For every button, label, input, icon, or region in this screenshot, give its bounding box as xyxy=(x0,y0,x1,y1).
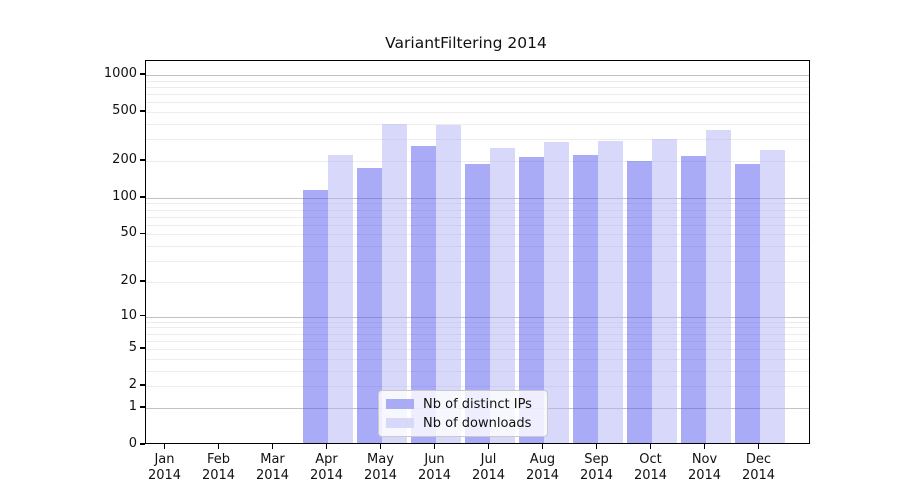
bar-oct-downloads xyxy=(651,138,677,443)
bar-sep-downloads xyxy=(597,141,623,443)
x-tick-mark xyxy=(163,444,166,449)
x-tick-mark xyxy=(757,444,760,449)
x-tick-label: Apr 2014 xyxy=(309,452,344,483)
bar-jun-downloads xyxy=(435,124,461,443)
y-tick-label: 50 xyxy=(120,225,137,241)
gridline-minor xyxy=(146,80,809,82)
y-tick-label: 5 xyxy=(128,340,137,356)
gridline-minor xyxy=(146,112,809,114)
x-tick-label: Oct 2014 xyxy=(633,452,668,483)
x-tick-label: Jan 2014 xyxy=(147,452,182,483)
gridline-minor xyxy=(146,161,809,163)
x-tick-mark xyxy=(217,444,220,449)
x-tick-mark xyxy=(703,444,706,449)
bar-dec-downloads xyxy=(759,150,785,443)
x-tick-label: May 2014 xyxy=(363,452,398,483)
y-tick-label: 1000 xyxy=(103,66,137,82)
y-tick-mark xyxy=(140,280,145,282)
bar-dec-distinct-ips xyxy=(734,163,760,443)
y-tick-label: 0 xyxy=(128,436,137,451)
bar-sep-distinct-ips xyxy=(572,154,598,443)
x-tick-mark xyxy=(595,444,598,449)
x-tick-mark xyxy=(487,444,490,449)
y-tick-mark xyxy=(140,406,145,408)
x-tick-label: Nov 2014 xyxy=(687,452,722,483)
legend-label-downloads: Nb of downloads xyxy=(423,415,532,431)
y-tick-label: 2 xyxy=(128,377,137,393)
y-tick-mark xyxy=(140,110,145,112)
legend: Nb of distinct IPs Nb of downloads xyxy=(378,390,548,437)
x-tick-mark xyxy=(541,444,544,449)
gridline-minor xyxy=(146,94,809,96)
y-tick-mark xyxy=(140,443,145,445)
y-tick-label: 10 xyxy=(120,307,137,323)
chart-title: VariantFiltering 2014 xyxy=(385,34,547,52)
bar-apr-downloads xyxy=(327,154,353,443)
bar-may-downloads xyxy=(381,124,407,443)
gridline-major xyxy=(146,75,809,77)
y-tick-label: 200 xyxy=(112,152,137,168)
x-tick-label: Aug 2014 xyxy=(525,452,560,483)
bar-may-distinct-ips xyxy=(356,168,382,443)
y-tick-label: 100 xyxy=(112,188,137,204)
legend-label-distinct-ips: Nb of distinct IPs xyxy=(423,396,532,412)
y-tick-mark xyxy=(140,73,145,75)
x-tick-mark xyxy=(433,444,436,449)
gridline-minor xyxy=(146,102,809,104)
y-tick-mark xyxy=(140,159,145,161)
y-tick-label: 500 xyxy=(112,103,137,119)
x-tick-label: Jul 2014 xyxy=(471,452,506,483)
y-tick-mark xyxy=(140,384,145,386)
x-tick-label: Feb 2014 xyxy=(201,452,236,483)
bar-oct-distinct-ips xyxy=(626,161,652,443)
y-tick-mark xyxy=(140,347,145,349)
legend-item-downloads: Nb of downloads xyxy=(386,416,539,431)
bar-nov-distinct-ips xyxy=(680,155,706,443)
legend-swatch-distinct-ips xyxy=(386,399,414,409)
gridline-minor xyxy=(146,139,809,141)
legend-item-distinct-ips: Nb of distinct IPs xyxy=(386,397,539,412)
y-tick-mark xyxy=(140,232,145,235)
x-tick-mark xyxy=(379,444,382,449)
x-tick-label: Mar 2014 xyxy=(255,452,290,483)
y-tick-label: 20 xyxy=(120,272,137,288)
y-tick-label: 1 xyxy=(128,398,137,414)
gridline-minor xyxy=(146,86,809,88)
legend-swatch-downloads xyxy=(386,418,414,428)
y-tick-mark xyxy=(140,196,145,198)
x-tick-label: Jun 2014 xyxy=(417,452,452,483)
x-tick-mark xyxy=(271,444,274,449)
x-tick-label: Dec 2014 xyxy=(741,452,776,483)
x-tick-mark xyxy=(649,444,652,449)
bar-apr-distinct-ips xyxy=(302,190,328,443)
y-tick-mark xyxy=(140,314,145,317)
x-tick-label: Sep 2014 xyxy=(579,452,614,483)
gridline-minor xyxy=(146,124,809,126)
plot-area xyxy=(145,60,810,444)
x-tick-mark xyxy=(325,444,328,449)
bar-nov-downloads xyxy=(705,130,731,443)
